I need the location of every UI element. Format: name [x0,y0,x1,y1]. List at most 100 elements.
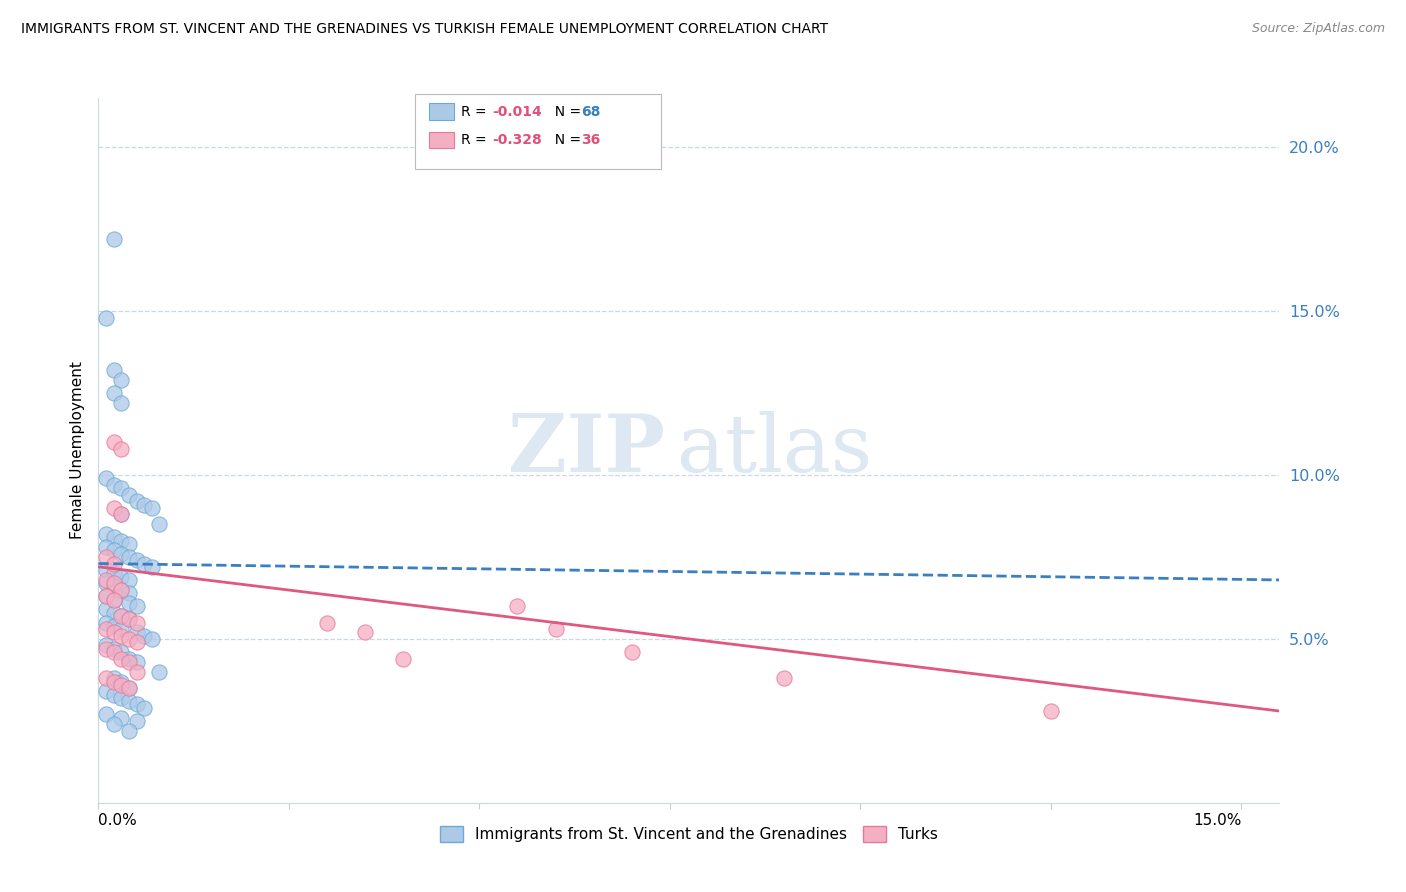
Point [94,540,117,554]
Point [118,632,141,646]
Point [103,386,125,401]
Text: ZIP: ZIP [509,411,665,490]
Point [125,599,148,614]
Point [94,590,117,604]
Point [125,494,148,508]
Point [94,602,117,616]
Point [125,714,148,728]
Point [141,559,163,574]
Point [94,684,117,698]
Text: 15.0%: 15.0% [1192,814,1241,829]
Point [110,710,132,724]
Point [110,396,132,410]
Point [94,310,117,325]
Point [141,500,163,515]
Point [125,665,148,679]
Point [118,723,141,738]
Point [118,681,141,695]
Point [118,681,141,695]
Point [392,651,415,665]
Point [94,576,117,591]
Point [110,582,132,597]
Point [94,615,117,630]
Point [134,557,156,571]
Point [103,557,125,571]
Point [110,508,132,522]
Point [125,553,148,567]
Point [110,622,132,636]
Text: -0.014: -0.014 [492,104,541,119]
Point [110,651,132,665]
Point [148,517,170,532]
Point [94,563,117,577]
Point [110,678,132,692]
Point [94,671,117,685]
Text: N =: N = [546,104,585,119]
Point [110,508,132,522]
Point [125,655,148,669]
Point [118,573,141,587]
Y-axis label: Female Unemployment: Female Unemployment [69,361,84,540]
Text: N =: N = [546,133,585,147]
Point [110,481,132,495]
Point [103,592,125,607]
Point [94,707,117,722]
Point [103,671,125,685]
Text: 36: 36 [581,133,600,147]
Point [110,442,132,456]
Point [125,625,148,640]
Point [103,606,125,620]
Point [1039,704,1062,718]
Point [110,674,132,689]
Point [94,622,117,636]
Point [506,599,529,614]
Point [103,363,125,377]
Point [103,579,125,593]
Point [110,533,132,548]
Point [94,641,117,656]
Point [103,566,125,581]
Legend: Immigrants from St. Vincent and the Grenadines, Turks: Immigrants from St. Vincent and the Gren… [434,820,943,848]
Point [103,576,125,591]
Point [103,500,125,515]
Point [103,674,125,689]
Point [118,694,141,708]
Point [118,549,141,564]
Text: 68: 68 [581,104,600,119]
Point [354,625,377,640]
Point [103,641,125,656]
Point [94,471,117,485]
Point [94,527,117,541]
Point [125,635,148,649]
Point [103,543,125,558]
Point [94,590,117,604]
Point [134,700,156,714]
Point [103,645,125,659]
Point [110,690,132,705]
Text: Source: ZipAtlas.com: Source: ZipAtlas.com [1251,22,1385,36]
Point [103,688,125,702]
Point [118,537,141,551]
Point [620,645,643,659]
Point [110,629,132,643]
Point [316,615,339,630]
Point [125,698,148,712]
Point [103,717,125,731]
Point [94,549,117,564]
Text: R =: R = [461,104,491,119]
Point [94,639,117,653]
Point [110,547,132,561]
Point [118,651,141,665]
Point [110,582,132,597]
Text: IMMIGRANTS FROM ST. VINCENT AND THE GRENADINES VS TURKISH FEMALE UNEMPLOYMENT CO: IMMIGRANTS FROM ST. VINCENT AND THE GREN… [21,22,828,37]
Point [110,373,132,387]
Point [118,586,141,600]
Point [110,609,132,624]
Point [125,615,148,630]
Point [118,612,141,626]
Point [148,665,170,679]
Point [103,478,125,492]
Point [134,629,156,643]
Point [118,612,141,626]
Text: atlas: atlas [678,411,872,490]
